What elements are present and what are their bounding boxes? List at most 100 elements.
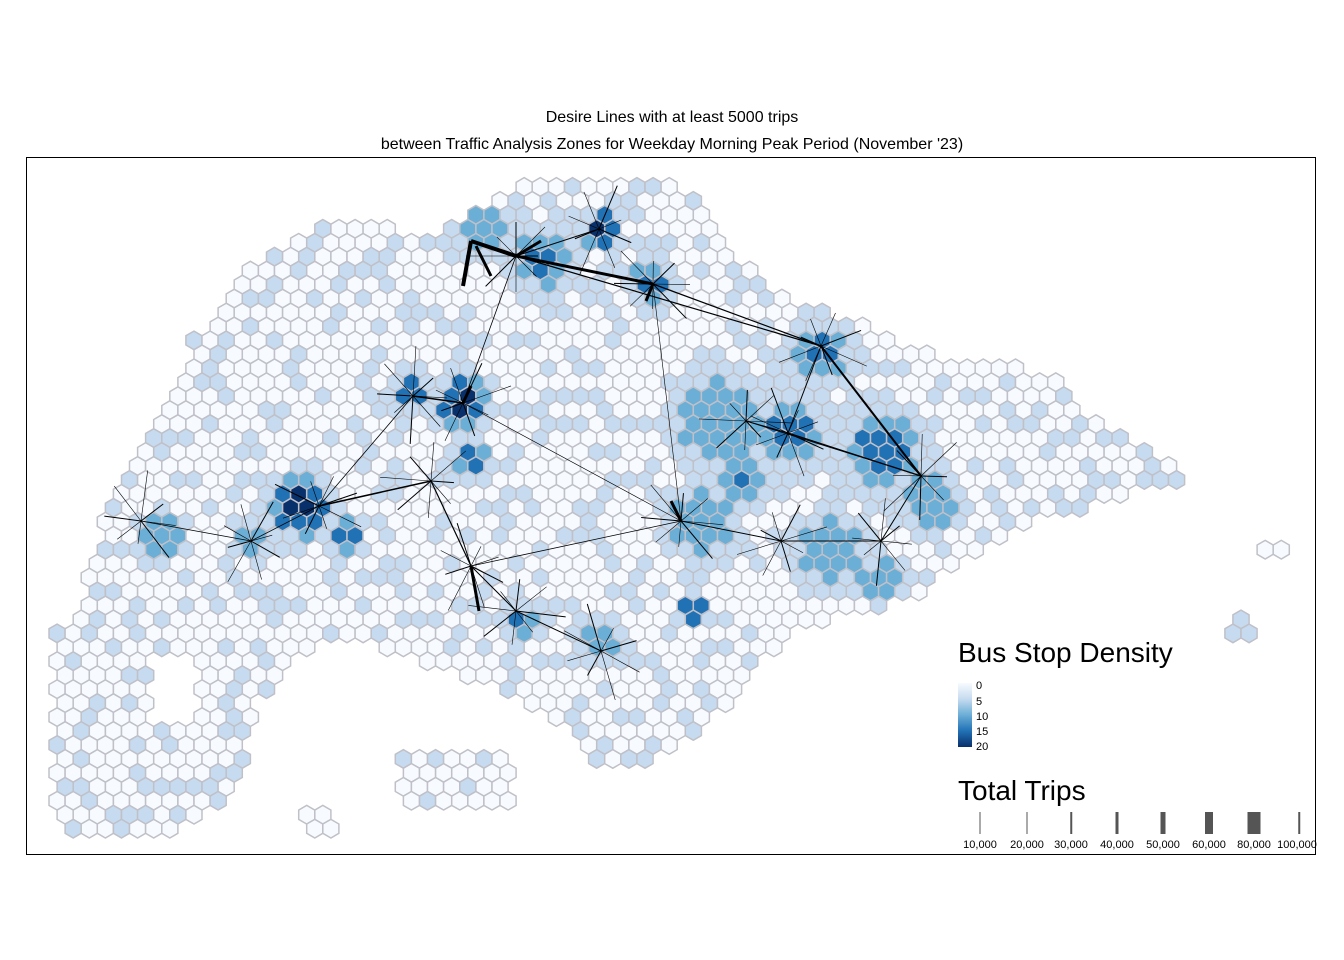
hexagon-zone xyxy=(394,637,413,658)
desire-line xyxy=(564,630,602,652)
hexagon-zone xyxy=(322,623,340,644)
desire-line xyxy=(282,505,320,519)
hexagon-zone xyxy=(1151,469,1170,491)
hexagon-zone xyxy=(297,637,316,658)
desire-line xyxy=(384,363,414,397)
hexagon-zone xyxy=(893,581,912,602)
trips-label-40000: 40,000 xyxy=(1100,839,1134,851)
trips-swatch-30000 xyxy=(1070,812,1072,834)
trips-label-30000: 30,000 xyxy=(1054,839,1088,851)
desire-line xyxy=(318,480,432,507)
desire-line xyxy=(863,540,882,556)
desire-line xyxy=(140,520,170,558)
desire-line xyxy=(227,540,252,583)
desire-line xyxy=(304,505,320,535)
hexagon-zone xyxy=(1095,483,1113,505)
hexagon-zone xyxy=(112,818,131,839)
desire-line xyxy=(776,432,789,458)
desire-line xyxy=(515,610,566,618)
desire-line xyxy=(515,579,521,612)
desire-line xyxy=(470,556,499,567)
hexagon-zone xyxy=(64,818,82,839)
desire-line xyxy=(598,228,616,269)
desire-line xyxy=(568,215,600,230)
desire-line xyxy=(598,228,632,244)
desire-line xyxy=(736,540,782,555)
density-label-0: 0 xyxy=(976,680,983,692)
desire-line xyxy=(468,605,517,612)
desire-line xyxy=(669,500,683,522)
desire-line xyxy=(745,390,748,422)
hexagon-zone xyxy=(603,748,622,770)
desire-line xyxy=(587,650,602,676)
desire-line xyxy=(470,565,517,612)
desire-line xyxy=(430,480,472,567)
hexagon-zone xyxy=(587,748,606,770)
desire-line xyxy=(896,450,922,477)
desire-line xyxy=(515,586,547,612)
desire-line xyxy=(450,368,464,404)
hexagon-zone xyxy=(942,553,960,574)
desire-line xyxy=(655,520,682,543)
desire-lines xyxy=(104,185,957,701)
trips-label-80000: 80,000 xyxy=(1237,839,1271,851)
hexagon-zone xyxy=(523,692,542,714)
desire-line xyxy=(318,476,334,507)
desire-line xyxy=(140,520,252,542)
desire-line xyxy=(430,442,435,482)
hexagon-zone xyxy=(716,692,735,714)
hexagon-zone xyxy=(990,525,1009,546)
hexagon-zone xyxy=(1071,497,1089,518)
hexagon-zone xyxy=(161,818,179,839)
desire-line xyxy=(652,283,691,285)
desire-line xyxy=(461,240,473,287)
desire-line xyxy=(629,283,654,307)
desire-line xyxy=(820,345,867,367)
hexagon-zone xyxy=(966,539,985,560)
desire-line xyxy=(409,456,432,482)
desire-line xyxy=(394,395,414,413)
desire-line xyxy=(641,517,682,522)
desire-line xyxy=(586,603,602,652)
desire-line xyxy=(435,389,464,404)
trips-swatch-50000 xyxy=(1160,812,1166,834)
desire-line xyxy=(470,565,504,583)
desire-line xyxy=(318,505,327,529)
desire-line xyxy=(583,191,600,230)
desire-line xyxy=(880,475,922,542)
desire-line xyxy=(875,540,882,586)
desire-line xyxy=(600,628,614,652)
desire-line xyxy=(613,282,654,285)
desire-line xyxy=(462,255,517,404)
desire-line xyxy=(223,525,252,542)
desire-line xyxy=(820,345,833,376)
desire-line xyxy=(240,504,252,542)
trips-legend-title: Total Trips xyxy=(958,775,1086,806)
hexagon-zone xyxy=(322,818,340,839)
desire-line xyxy=(445,565,472,575)
desire-line xyxy=(462,402,476,437)
hexagon-zone xyxy=(257,679,276,700)
desire-line xyxy=(787,345,822,434)
hexagon-zone xyxy=(1135,469,1154,491)
desire-line xyxy=(680,520,713,559)
desire-line xyxy=(140,470,148,522)
hexagon-zone xyxy=(402,790,421,811)
hexagon-zone xyxy=(765,637,783,658)
desire-line xyxy=(650,484,682,522)
desire-line xyxy=(787,432,805,477)
desire-line xyxy=(600,650,640,673)
desire-line xyxy=(462,402,682,522)
desire-line xyxy=(919,475,922,520)
hexagon-map xyxy=(48,176,1291,839)
desire-line xyxy=(440,550,472,567)
desire-line xyxy=(318,505,362,528)
desire-line xyxy=(412,377,434,397)
hexagon-zone xyxy=(499,790,517,811)
trips-label-20000: 20,000 xyxy=(1010,839,1044,851)
desire-line xyxy=(474,245,493,277)
desire-line xyxy=(745,420,762,438)
desire-line xyxy=(250,505,320,542)
hexagon-zone xyxy=(128,818,147,839)
desire-line xyxy=(515,255,822,347)
